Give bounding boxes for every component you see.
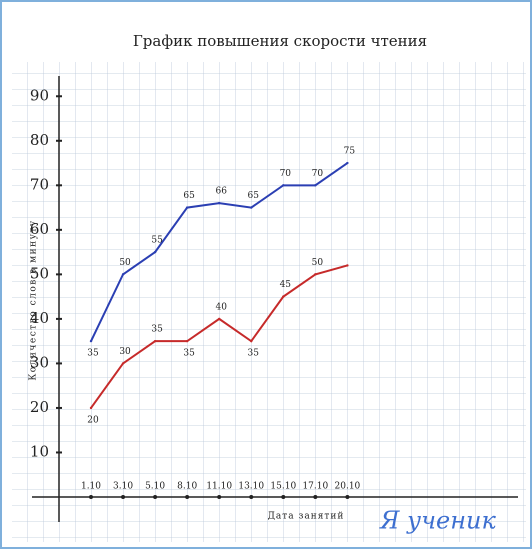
data-point xyxy=(154,340,156,342)
data-label: 45 xyxy=(280,280,292,290)
x-tick xyxy=(121,495,125,499)
data-point xyxy=(282,184,284,186)
y-tick-label: 60 xyxy=(30,220,49,238)
data-label: 20 xyxy=(87,415,99,425)
data-point xyxy=(90,407,92,409)
data-label: 66 xyxy=(215,187,227,197)
data-label: 35 xyxy=(151,325,163,335)
data-point xyxy=(346,162,348,164)
data-point xyxy=(314,184,316,186)
data-label: 75 xyxy=(344,147,356,157)
data-point xyxy=(186,206,188,208)
data-label: 70 xyxy=(280,169,292,179)
data-label: 65 xyxy=(248,191,260,201)
chart-title: График повышения скорости чтения xyxy=(133,32,427,50)
y-tick-label: 10 xyxy=(30,442,49,460)
x-tick xyxy=(345,495,349,499)
data-label: 35 xyxy=(248,349,260,359)
x-tick-label: 1.10 xyxy=(81,482,101,492)
x-tick xyxy=(281,495,285,499)
data-point xyxy=(250,206,252,208)
data-point xyxy=(122,362,124,364)
y-tick-label: 30 xyxy=(30,353,49,371)
y-tick-label: 40 xyxy=(30,309,49,327)
x-tick-label: 20.10 xyxy=(335,482,361,492)
data-label: 35 xyxy=(87,349,99,359)
data-point xyxy=(346,264,348,266)
data-label: 40 xyxy=(215,302,227,312)
data-point xyxy=(186,340,188,342)
x-tick xyxy=(185,495,189,499)
data-point xyxy=(218,202,220,204)
x-tick-label: 8.10 xyxy=(177,482,197,492)
data-label: 65 xyxy=(183,191,195,201)
x-tick xyxy=(89,495,93,499)
watermark: Я ученик xyxy=(379,507,496,535)
data-label: 50 xyxy=(119,258,131,268)
x-tick-label: 17.10 xyxy=(302,482,328,492)
data-label: 70 xyxy=(312,169,324,179)
data-point xyxy=(282,295,284,297)
x-axis-title: Дата занятий xyxy=(268,512,345,522)
x-tick xyxy=(153,495,157,499)
x-tick-label: 5.10 xyxy=(145,482,165,492)
x-tick-label: 15.10 xyxy=(270,482,296,492)
x-tick-label: 3.10 xyxy=(113,482,133,492)
x-tick xyxy=(217,495,221,499)
data-point xyxy=(314,273,316,275)
data-label: 35 xyxy=(183,349,195,359)
data-point xyxy=(250,340,252,342)
data-label: 50 xyxy=(312,258,324,268)
y-tick-label: 70 xyxy=(30,175,49,193)
x-tick-label: 11.10 xyxy=(206,482,232,492)
y-tick-label: 80 xyxy=(30,131,49,149)
data-point xyxy=(154,251,156,253)
x-tick xyxy=(249,495,253,499)
chart: График повышения скорости чтения Количес… xyxy=(0,0,532,549)
y-tick-label: 90 xyxy=(30,86,49,104)
y-tick-label: 50 xyxy=(30,264,49,282)
data-point xyxy=(122,273,124,275)
grid-paper xyxy=(12,62,526,542)
data-point xyxy=(90,340,92,342)
data-label: 55 xyxy=(151,236,163,246)
y-tick-label: 20 xyxy=(30,398,49,416)
data-point xyxy=(218,318,220,320)
x-tick-label: 13.10 xyxy=(238,482,264,492)
data-label: 30 xyxy=(119,347,131,357)
x-tick xyxy=(313,495,317,499)
